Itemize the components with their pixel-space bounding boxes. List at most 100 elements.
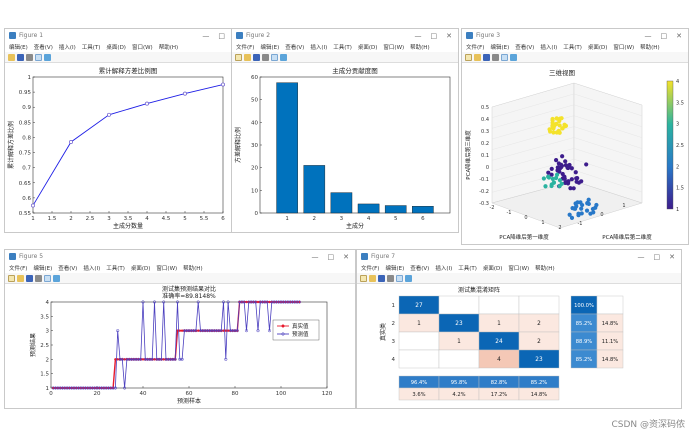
scatter-point [553, 175, 559, 181]
new-icon[interactable] [8, 274, 15, 282]
menu-view[interactable]: 查看(V) [515, 45, 535, 51]
open-icon[interactable] [474, 53, 481, 61]
close-icon[interactable]: ✕ [676, 31, 682, 40]
save-icon[interactable] [483, 53, 490, 61]
save-icon[interactable] [26, 274, 33, 282]
menu-help[interactable]: 帮助(H) [158, 45, 179, 51]
menu-window[interactable]: 窗口(W) [613, 45, 635, 51]
figure2-window[interactable]: Figure 2 — □ ✕ 文件(F) 编辑(E) 查看(V) 插入(I) 工具(… [231, 28, 459, 233]
menu-file[interactable]: 文件(F) [361, 266, 380, 272]
menu-help[interactable]: 帮助(H) [640, 45, 660, 51]
menu-insert[interactable]: 插入(I) [58, 45, 76, 51]
dock-icon[interactable] [53, 274, 60, 282]
menu-edit[interactable]: 编辑(E) [9, 45, 28, 51]
dock-icon[interactable] [510, 53, 517, 61]
maximize-icon[interactable]: □ [653, 252, 661, 261]
figure3-window[interactable]: Figure 3 — □ ✕ 文件(F) 编辑(E) 查看(V) 插入(I) 工具(… [461, 28, 689, 245]
close-icon[interactable]: ✕ [446, 31, 452, 40]
cursor-icon[interactable] [396, 274, 403, 282]
menu-window[interactable]: 窗口(W) [156, 266, 178, 272]
save-icon[interactable] [378, 274, 385, 282]
menu-desktop[interactable]: 桌面(D) [106, 45, 126, 51]
save-icon[interactable] [253, 53, 260, 61]
menu-tools[interactable]: 工具(T) [458, 266, 477, 272]
x-tick-label: 3 [107, 216, 111, 222]
y-tick-label: 0 [600, 212, 603, 218]
maximize-icon[interactable]: □ [218, 31, 225, 40]
open-icon[interactable] [17, 274, 24, 282]
maximize-icon[interactable]: □ [430, 31, 438, 40]
menu-edit[interactable]: 编辑(E) [33, 266, 53, 272]
dock-icon[interactable] [280, 53, 287, 61]
save-icon[interactable] [17, 53, 24, 61]
minimize-icon[interactable]: — [644, 31, 652, 40]
menu-window[interactable]: 窗口(W) [131, 45, 153, 51]
figure2-titlebar[interactable]: Figure 2 — □ ✕ [232, 29, 458, 42]
data-point [182, 329, 186, 333]
figure5-window[interactable]: Figure 5 — □ ✕ 文件(F) 编辑(E) 查看(V) 插入(I) 工具(… [4, 249, 356, 409]
menu-insert[interactable]: 插入(I) [540, 45, 558, 51]
menu-tools[interactable]: 工具(T) [333, 45, 352, 51]
menu-edit[interactable]: 编辑(E) [490, 45, 510, 51]
menu-desktop[interactable]: 桌面(D) [587, 45, 608, 51]
menu-file[interactable]: 文件(F) [236, 45, 255, 51]
print-icon[interactable] [262, 53, 269, 61]
open-icon[interactable] [8, 53, 15, 61]
print-icon[interactable] [26, 53, 33, 61]
minimize-icon[interactable]: — [311, 252, 319, 261]
menu-view[interactable]: 查看(V) [33, 45, 53, 51]
menu-insert[interactable]: 插入(I) [435, 266, 453, 272]
menu-edit[interactable]: 编辑(E) [385, 266, 405, 272]
dock-icon[interactable] [405, 274, 412, 282]
figure5-titlebar[interactable]: Figure 5 — □ ✕ [5, 250, 355, 263]
print-icon[interactable] [387, 274, 394, 282]
figure7-window[interactable]: Figure 7 — □ ✕ 文件(F) 编辑(E) 查看(V) 插入(I) 工具(… [356, 249, 682, 409]
open-icon[interactable] [244, 53, 251, 61]
cursor-icon[interactable] [44, 274, 51, 282]
cursor-icon[interactable] [271, 53, 278, 61]
new-icon[interactable] [360, 274, 367, 282]
print-icon[interactable] [35, 274, 42, 282]
minimize-icon[interactable]: — [202, 31, 210, 40]
menu-help[interactable]: 帮助(H) [410, 45, 430, 51]
menu-desktop[interactable]: 桌面(D) [357, 45, 378, 51]
figure7-titlebar[interactable]: Figure 7 — □ ✕ [357, 250, 681, 263]
menu-view[interactable]: 查看(V) [58, 266, 78, 272]
figure3-titlebar[interactable]: Figure 3 — □ ✕ [462, 29, 688, 42]
menu-desktop[interactable]: 桌面(D) [130, 266, 151, 272]
menu-window[interactable]: 窗口(W) [383, 45, 405, 51]
menu-file[interactable]: 文件(F) [466, 45, 485, 51]
figure1-window[interactable]: Figure 1 — □ 编辑(E) 查看(V) 插入(I) 工具(T) 桌面(D… [4, 28, 232, 233]
maximize-icon[interactable]: □ [327, 252, 335, 261]
menu-desktop[interactable]: 桌面(D) [482, 266, 503, 272]
dock-icon[interactable] [44, 53, 51, 61]
close-icon[interactable]: ✕ [669, 252, 675, 261]
menu-help[interactable]: 帮助(H) [535, 266, 555, 272]
print-icon[interactable] [492, 53, 499, 61]
data-point [222, 329, 225, 332]
menu-insert[interactable]: 插入(I) [83, 266, 101, 272]
minimize-icon[interactable]: — [637, 252, 645, 261]
maximize-icon[interactable]: □ [660, 31, 668, 40]
menu-window[interactable]: 窗口(W) [508, 266, 530, 272]
menu-help[interactable]: 帮助(H) [183, 266, 203, 272]
menu-tools[interactable]: 工具(T) [563, 45, 582, 51]
scatter-point [541, 176, 546, 181]
close-icon[interactable]: ✕ [343, 252, 349, 261]
new-icon[interactable] [235, 53, 242, 61]
menu-view[interactable]: 查看(V) [285, 45, 305, 51]
menu-insert[interactable]: 插入(I) [310, 45, 328, 51]
x-tick-label: 2 [558, 225, 561, 231]
menu-tools[interactable]: 工具(T) [81, 45, 101, 51]
menu-tools[interactable]: 工具(T) [106, 266, 125, 272]
new-icon[interactable] [465, 53, 472, 61]
data-point [242, 300, 246, 304]
menu-view[interactable]: 查看(V) [410, 266, 430, 272]
menu-edit[interactable]: 编辑(E) [260, 45, 280, 51]
figure1-titlebar[interactable]: Figure 1 — □ [5, 29, 231, 42]
cursor-icon[interactable] [501, 53, 508, 61]
menu-file[interactable]: 文件(F) [9, 266, 28, 272]
open-icon[interactable] [369, 274, 376, 282]
cursor-icon[interactable] [35, 53, 42, 61]
minimize-icon[interactable]: — [414, 31, 422, 40]
